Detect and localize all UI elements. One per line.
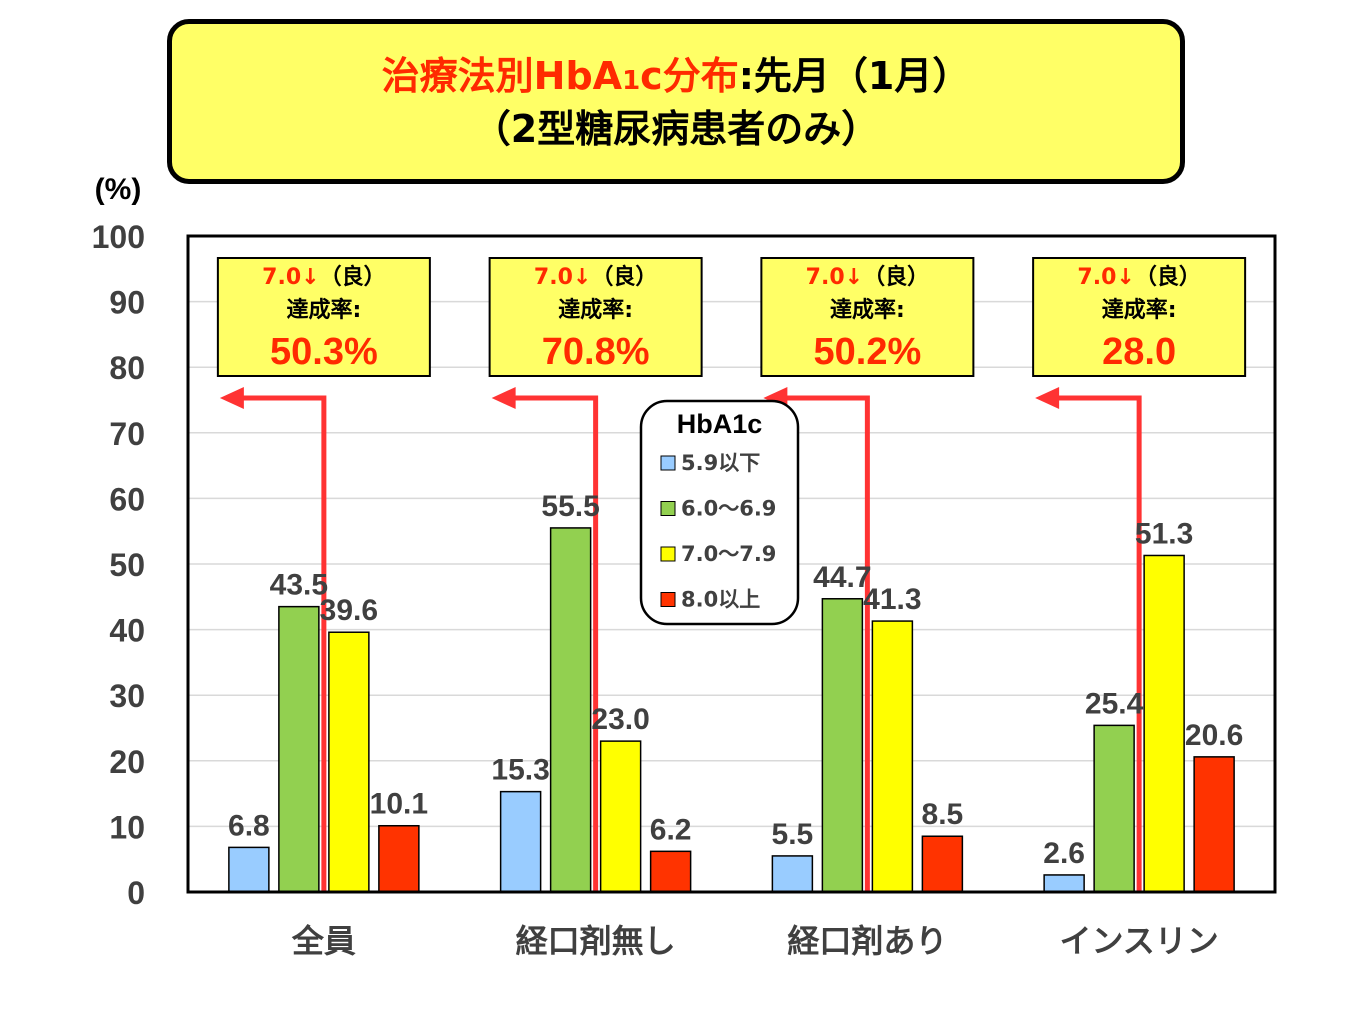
x-tick-label: 全員 — [291, 922, 356, 960]
y-tick-label: 50 — [109, 547, 145, 583]
data-label: 20.6 — [1185, 719, 1243, 752]
legend-title: HbA1c — [677, 409, 763, 439]
annotation-arrow — [1055, 395, 1142, 892]
annotation-threshold-label: 7.0↓（良） — [806, 264, 929, 290]
bar — [278, 605, 320, 893]
bar — [1093, 724, 1135, 893]
bar — [1043, 874, 1085, 893]
legend-item-label: 5.9以下 — [681, 451, 760, 475]
annotation-rate-value: 50.3% — [270, 331, 378, 373]
data-label: 44.7 — [813, 561, 871, 594]
annotation-box — [760, 257, 975, 377]
data-label: 2.6 — [1043, 837, 1085, 870]
x-tick-label: 経口剤無し — [516, 922, 676, 960]
legend-item-label: 6.0～6.9 — [681, 497, 776, 521]
bar — [821, 598, 864, 893]
annotation-arrowhead — [1035, 387, 1060, 409]
annotation-box — [488, 257, 703, 377]
annotation-rate-label: 達成率: — [1102, 297, 1177, 323]
annotation-box — [1032, 257, 1247, 377]
annotation-box — [216, 257, 431, 377]
data-label: 41.3 — [863, 583, 921, 616]
bar — [921, 835, 964, 893]
legend-swatch — [660, 592, 676, 607]
title-red-tail: c分布 — [640, 54, 739, 98]
data-label: 6.2 — [650, 813, 692, 846]
x-tick-label: 経口剤あり — [787, 922, 947, 960]
annotation-rate-value: 70.8% — [542, 331, 650, 373]
data-label: 5.5 — [772, 818, 814, 851]
chart-title-line2: （2型糖尿病患者のみ） — [472, 107, 880, 151]
data-label: 25.4 — [1085, 687, 1144, 720]
y-axis-unit: (%) — [95, 173, 142, 206]
x-tick-label: インスリン — [1059, 922, 1218, 960]
bar — [771, 855, 814, 893]
bar — [649, 850, 692, 893]
legend-item-label: 8.0以上 — [681, 588, 760, 612]
y-tick-label: 20 — [109, 744, 145, 780]
data-label: 10.1 — [370, 788, 428, 821]
annotation-threshold-label: 7.0↓（良） — [262, 264, 385, 290]
bar — [549, 527, 592, 893]
bar — [871, 620, 914, 893]
y-tick-label: 10 — [109, 809, 145, 845]
data-label: 51.3 — [1135, 517, 1193, 550]
annotation-rate-value: 28.0 — [1102, 331, 1176, 373]
y-tick-label: 90 — [109, 285, 145, 321]
y-tick-label: 40 — [109, 613, 145, 649]
annotation-rate-label: 達成率: — [830, 297, 905, 323]
y-tick-label: 80 — [109, 350, 145, 386]
bar — [228, 846, 270, 893]
data-label: 55.5 — [541, 490, 599, 523]
data-label: 6.8 — [228, 809, 270, 842]
bar — [328, 631, 370, 893]
annotation-rate-label: 達成率: — [558, 297, 633, 323]
bar — [599, 740, 642, 893]
chart-title-box: 治療法別HbA1c分布:先月（1月） （2型糖尿病患者のみ） — [167, 19, 1185, 184]
annotation-threshold-label: 7.0↓（良） — [1077, 264, 1200, 290]
annotation-arrowhead — [219, 387, 244, 409]
bar — [1143, 554, 1185, 893]
title-red-subscript: 1 — [622, 66, 641, 96]
y-tick-label: 30 — [109, 678, 145, 714]
data-label: 23.0 — [591, 703, 649, 736]
legend-box — [639, 399, 800, 626]
annotation-arrow — [511, 395, 599, 892]
bar — [499, 790, 542, 893]
y-tick-label: 60 — [109, 481, 145, 517]
annotation-arrow — [239, 395, 327, 892]
data-label: 15.3 — [491, 754, 549, 787]
title-red-part: 治療法別HbA — [381, 54, 623, 98]
bar — [1193, 756, 1235, 893]
data-label: 39.6 — [320, 594, 378, 627]
annotation-arrow — [783, 395, 870, 892]
legend-item-label: 7.0～7.9 — [681, 542, 776, 566]
annotation-threshold-label: 7.0↓（良） — [534, 264, 657, 290]
legend-swatch — [660, 501, 676, 516]
data-label: 43.5 — [270, 569, 328, 602]
y-tick-label: 70 — [109, 416, 145, 452]
bar — [378, 824, 420, 893]
legend-swatch — [660, 455, 676, 471]
annotation-rate-label: 達成率: — [286, 297, 361, 323]
y-tick-label: 100 — [92, 219, 145, 255]
annotation-arrowhead — [491, 387, 516, 409]
legend-swatch — [660, 546, 676, 562]
annotation-rate-value: 50.2% — [814, 331, 922, 373]
title-black-part: :先月（1月） — [738, 54, 971, 98]
y-tick-label: 0 — [127, 875, 145, 911]
data-label: 8.5 — [922, 798, 964, 831]
chart-title-line1: 治療法別HbA1c分布:先月（1月） — [172, 52, 1180, 105]
plot-border — [186, 234, 1277, 894]
